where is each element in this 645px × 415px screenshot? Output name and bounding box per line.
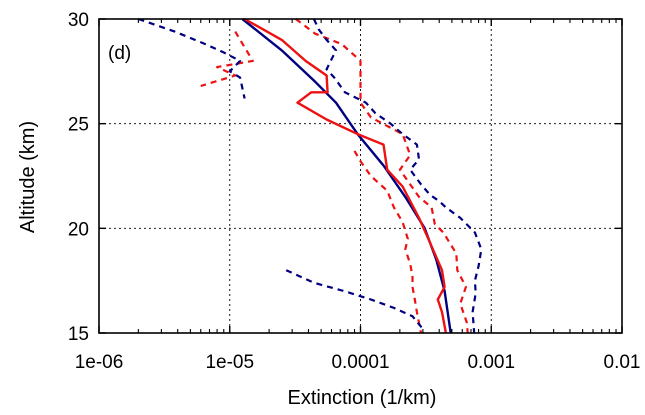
x-tick-label: 0.001 — [467, 352, 515, 373]
y-axis-label: Altitude (km) — [17, 121, 39, 233]
x-axis-label: Extinction (1/km) — [288, 387, 437, 409]
series-line-7-dashed — [285, 269, 424, 334]
series-line-5-dashed — [200, 31, 254, 88]
series-line-2-solid — [244, 17, 448, 334]
series-line-6-dashed — [312, 18, 483, 334]
y-tick-label: 15 — [68, 324, 89, 345]
series-line-8-dashed — [138, 17, 246, 99]
x-tick-label: 0.01 — [604, 352, 641, 373]
ticks: 1e-06 1e-05 0.0001 0.001 0.01 15 20 25 30 — [68, 10, 641, 373]
series-line-4-dashed — [353, 150, 423, 334]
x-tick-label: 0.0001 — [331, 352, 389, 373]
series-line-3-dashed — [295, 18, 469, 334]
grid — [99, 19, 622, 333]
y-tick-label: 20 — [68, 219, 89, 240]
y-tick-label: 30 — [68, 10, 89, 31]
y-tick-label: 25 — [68, 115, 89, 136]
series-layer — [138, 17, 483, 334]
series-line-1-solid — [241, 18, 452, 334]
x-tick-label: 1e-06 — [75, 352, 124, 373]
x-tick-label: 1e-05 — [205, 352, 254, 373]
panel-label: (d) — [108, 43, 131, 64]
